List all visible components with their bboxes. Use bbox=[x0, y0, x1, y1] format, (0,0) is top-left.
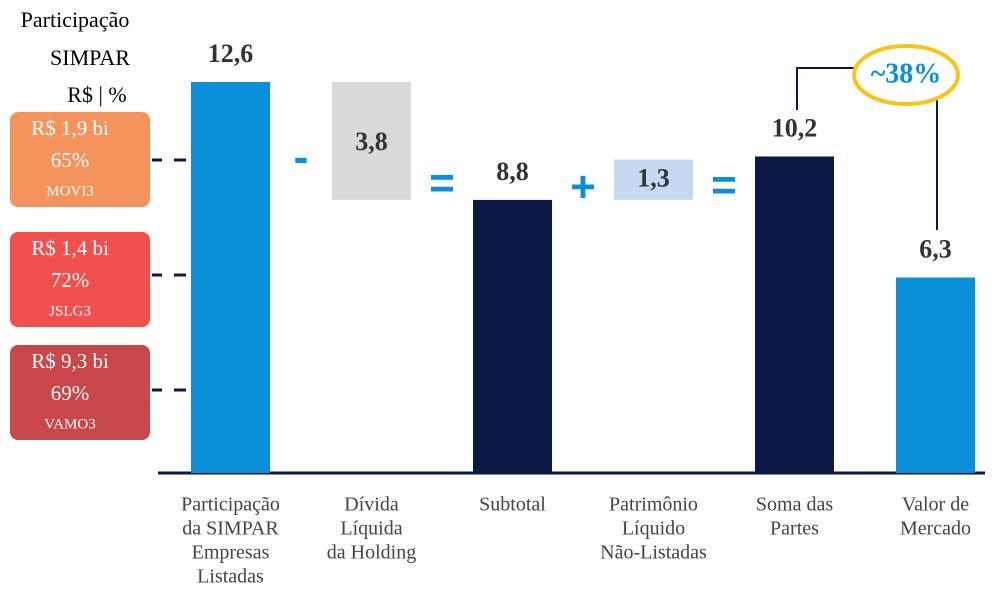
value-label: 12,6 bbox=[208, 39, 254, 68]
bar bbox=[473, 199, 552, 473]
category-label: Soma das bbox=[756, 494, 833, 516]
category-label: Valor de bbox=[902, 494, 969, 516]
holding-amount: R$ 9,3 bi bbox=[31, 349, 109, 373]
value-label: 8,8 bbox=[496, 157, 529, 186]
bar bbox=[755, 156, 834, 473]
dashes bbox=[152, 158, 186, 392]
bar bbox=[191, 82, 270, 473]
holding-amount: R$ 1,4 bi bbox=[31, 236, 109, 260]
category-label: Subtotal bbox=[479, 494, 546, 516]
category-label: Mercado bbox=[900, 518, 971, 540]
heading: R$ | % bbox=[67, 82, 126, 107]
annotation-ring bbox=[852, 44, 960, 106]
operator: = bbox=[429, 159, 455, 208]
value-label: 6,3 bbox=[919, 234, 952, 263]
category-label: Líquido bbox=[622, 518, 685, 540]
category-label: Participação bbox=[181, 494, 280, 516]
category-label: Empresas bbox=[192, 542, 270, 564]
holding-box bbox=[10, 345, 150, 440]
bar bbox=[332, 82, 411, 200]
holding-ticker: JSLG3 bbox=[49, 303, 91, 319]
value-label: 10,2 bbox=[772, 113, 818, 142]
bar bbox=[614, 159, 693, 200]
heading: Participação bbox=[21, 7, 130, 32]
category-label: Partes bbox=[770, 518, 819, 540]
holding-box bbox=[10, 112, 150, 207]
category-label: Listadas bbox=[197, 566, 264, 588]
holding-share: 72% bbox=[51, 268, 90, 292]
bar bbox=[896, 277, 975, 473]
category-label: Não-Listadas bbox=[600, 542, 707, 564]
bracket-left bbox=[796, 67, 878, 110]
category-label: da SIMPAR bbox=[182, 518, 279, 540]
heading: SIMPAR bbox=[50, 45, 130, 70]
holding-share: 69% bbox=[51, 381, 90, 405]
operator: + bbox=[570, 163, 596, 212]
holding-ticker: VAMO3 bbox=[44, 416, 95, 432]
holding-share: 65% bbox=[51, 148, 90, 172]
operator: - bbox=[294, 133, 309, 182]
value-label: 3,8 bbox=[355, 127, 388, 156]
category-label: Patrimônio bbox=[609, 494, 698, 516]
holding-box bbox=[10, 232, 150, 327]
holding-ticker: MOVI3 bbox=[46, 183, 94, 199]
annotation: ~38% bbox=[871, 58, 942, 89]
value-label: 1,3 bbox=[637, 164, 670, 193]
operator: = bbox=[711, 161, 737, 210]
category-label: Líquida bbox=[340, 518, 402, 540]
category-label: da Holding bbox=[327, 542, 416, 564]
holding-amount: R$ 1,9 bi bbox=[31, 116, 109, 140]
category-label: Dívida bbox=[344, 494, 399, 516]
